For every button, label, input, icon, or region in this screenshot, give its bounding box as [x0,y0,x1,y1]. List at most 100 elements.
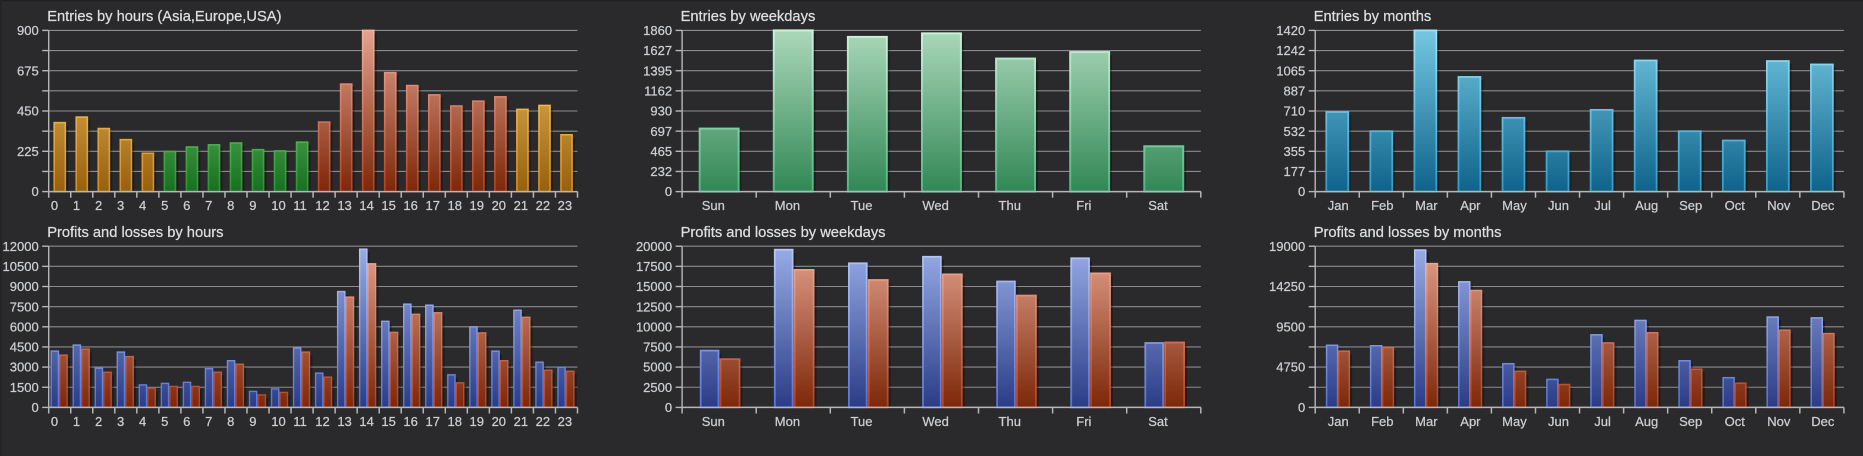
svg-text:10: 10 [271,198,285,213]
svg-text:10000: 10000 [636,319,672,334]
svg-text:1: 1 [73,414,80,429]
svg-text:6000: 6000 [10,319,39,334]
svg-text:Nov: Nov [1767,198,1791,213]
svg-text:12: 12 [315,198,329,213]
svg-text:1162: 1162 [644,83,672,98]
svg-text:12500: 12500 [636,299,672,314]
svg-text:15: 15 [381,198,395,213]
svg-text:13: 13 [337,414,351,429]
svg-text:7: 7 [205,198,212,213]
svg-text:Sun: Sun [702,198,725,213]
svg-text:355: 355 [1283,144,1305,159]
svg-text:18: 18 [448,414,462,429]
svg-text:10500: 10500 [3,259,39,274]
svg-text:Apr: Apr [1460,414,1481,429]
svg-text:Tue: Tue [851,414,873,429]
svg-text:15000: 15000 [636,279,672,294]
svg-text:20: 20 [492,198,506,213]
svg-text:887: 887 [1283,83,1305,98]
svg-text:3: 3 [117,198,124,213]
svg-text:Tue: Tue [851,198,873,213]
svg-text:Jan: Jan [1328,414,1349,429]
svg-text:232: 232 [650,164,672,179]
svg-text:Jan: Jan [1328,198,1349,213]
svg-text:1065: 1065 [1276,63,1305,78]
svg-text:Aug: Aug [1635,414,1658,429]
svg-text:Jun: Jun [1548,198,1569,213]
svg-text:Sat: Sat [1148,414,1168,429]
svg-text:4500: 4500 [10,340,39,355]
svg-text:12: 12 [315,414,329,429]
svg-text:15: 15 [381,414,395,429]
svg-text:225: 225 [17,144,39,159]
svg-text:2500: 2500 [643,380,672,395]
svg-text:17: 17 [425,198,439,213]
svg-text:Mar: Mar [1415,414,1438,429]
svg-text:21: 21 [514,198,528,213]
svg-text:Sun: Sun [702,414,725,429]
svg-text:9: 9 [249,198,256,213]
svg-text:23: 23 [558,414,572,429]
svg-text:Feb: Feb [1371,198,1393,213]
svg-text:Apr: Apr [1460,198,1481,213]
svg-text:177: 177 [1283,164,1305,179]
svg-text:7500: 7500 [643,340,672,355]
svg-text:19: 19 [470,198,484,213]
svg-text:3000: 3000 [10,360,39,375]
svg-text:1242: 1242 [1276,43,1305,58]
svg-text:0: 0 [51,198,58,213]
svg-text:9: 9 [249,414,256,429]
svg-text:0: 0 [665,184,672,199]
svg-text:17500: 17500 [636,259,672,274]
svg-text:Aug: Aug [1635,198,1658,213]
svg-text:0: 0 [665,400,672,415]
svg-text:Sat: Sat [1148,198,1168,213]
svg-text:19000: 19000 [1269,239,1305,254]
svg-text:18: 18 [448,198,462,213]
svg-text:1500: 1500 [10,380,39,395]
svg-text:1627: 1627 [643,43,672,58]
svg-text:0: 0 [1298,400,1305,415]
svg-text:7: 7 [205,414,212,429]
svg-text:16: 16 [403,414,417,429]
svg-text:Wed: Wed [922,414,949,429]
svg-text:12000: 12000 [3,239,39,254]
svg-text:14: 14 [359,198,373,213]
svg-text:0: 0 [1298,184,1305,199]
svg-text:Fri: Fri [1076,198,1091,213]
svg-text:Dec: Dec [1811,414,1835,429]
svg-text:4: 4 [139,198,146,213]
svg-text:Profits and losses by months: Profits and losses by months [1314,225,1502,241]
svg-text:675: 675 [17,63,39,78]
svg-text:4750: 4750 [1276,360,1305,375]
svg-text:6: 6 [183,198,190,213]
svg-text:Mon: Mon [775,198,800,213]
svg-text:697: 697 [650,124,672,139]
svg-text:0: 0 [31,184,38,199]
svg-text:14: 14 [359,414,373,429]
svg-text:Oct: Oct [1725,198,1746,213]
svg-text:6: 6 [183,414,190,429]
svg-text:9000: 9000 [10,279,39,294]
svg-text:May: May [1502,198,1527,213]
svg-text:Entries by months: Entries by months [1314,9,1432,25]
svg-text:2: 2 [95,414,102,429]
svg-text:Jul: Jul [1594,198,1611,213]
svg-text:4: 4 [139,414,146,429]
svg-text:Jul: Jul [1594,414,1611,429]
svg-text:532: 532 [1283,124,1305,139]
svg-text:1420: 1420 [1276,23,1305,38]
svg-text:16: 16 [403,198,417,213]
svg-text:11: 11 [293,414,307,429]
svg-text:11: 11 [293,198,307,213]
svg-text:20000: 20000 [636,239,672,254]
svg-text:710: 710 [1283,104,1305,119]
svg-text:Dec: Dec [1811,198,1835,213]
svg-text:Feb: Feb [1371,414,1393,429]
svg-text:5000: 5000 [643,360,672,375]
svg-text:8: 8 [227,198,234,213]
svg-text:Thu: Thu [999,198,1021,213]
svg-text:0: 0 [51,414,58,429]
svg-text:13: 13 [337,198,351,213]
svg-text:8: 8 [227,414,234,429]
